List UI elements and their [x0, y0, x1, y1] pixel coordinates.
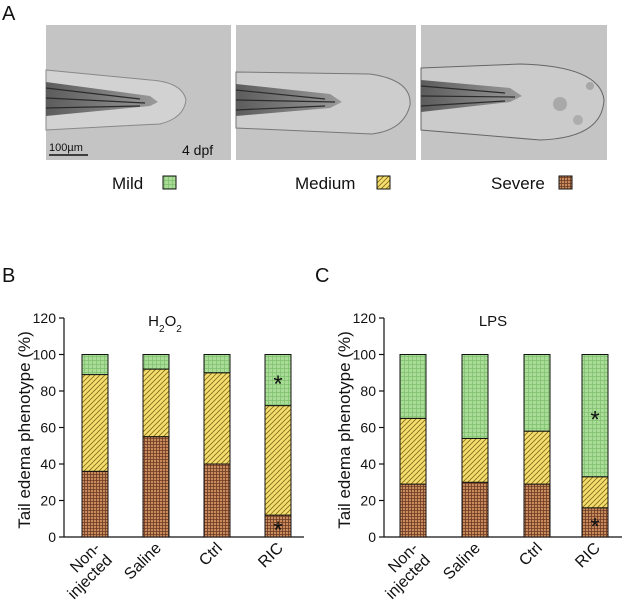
significance-asterisk: *: [273, 517, 282, 544]
scale-bar-label: 100µm: [49, 142, 83, 154]
legend-label-mild: Mild: [112, 174, 143, 193]
significance-asterisk: *: [590, 513, 599, 540]
y-tick-label: 0: [368, 529, 376, 545]
bar-medium-saline: [142, 368, 170, 438]
chart-lps: Tail edema phenotype (%) LPS 0 20 40 60 80 10…: [335, 310, 622, 603]
y-tick-label: 60: [40, 420, 56, 436]
x-tick-label: RIC: [572, 540, 604, 572]
bar-medium-ctrl: [523, 430, 551, 485]
chart-h2o2: Tail edema phenotype (%) H2O2 0 20 40 60 80 1…: [15, 310, 304, 603]
bar-mild-ric: [264, 354, 292, 407]
legend-swatch-severe: [558, 175, 573, 190]
x-tick-label: Ctrl: [516, 540, 546, 570]
bar-severe-ric: [581, 507, 609, 538]
y-axis-label: Tail edema phenotype (%): [335, 331, 354, 529]
bar-medium-non-injected: [399, 417, 427, 485]
y-tick-label: 100: [33, 347, 57, 363]
y-tick-label: 80: [40, 383, 56, 399]
bar-medium-ctrl: [203, 372, 231, 465]
y-tick-label: 20: [360, 493, 376, 509]
y-tick-label: 60: [360, 420, 376, 436]
legend-label-medium: Medium: [295, 174, 355, 193]
bar-mild-non-injected: [399, 354, 427, 419]
y-tick-label: 0: [48, 529, 56, 545]
photo-medium: [235, 25, 416, 160]
chart-title: H2O2: [148, 313, 182, 335]
photo-severe: [420, 25, 607, 160]
y-tick-label: 40: [40, 456, 56, 472]
bar-severe-ctrl: [203, 463, 231, 538]
x-tick-label: Non-injected: [371, 540, 434, 603]
chart-title: LPS: [479, 313, 507, 330]
y-tick-label: 120: [33, 310, 57, 326]
x-tick-label: Saline: [440, 540, 484, 584]
x-tick-label: Ctrl: [196, 540, 226, 570]
bar-mild-ric: [581, 354, 609, 478]
bar-severe-saline: [142, 436, 170, 538]
y-tick-label: 40: [360, 456, 376, 472]
significance-asterisk: *: [273, 371, 282, 398]
y-tick-label: 80: [360, 383, 376, 399]
y-tick-label: 100: [353, 347, 377, 363]
age-label: 4 dpf: [182, 142, 213, 158]
panel-a-letter: A: [2, 3, 16, 25]
bar-severe-ctrl: [523, 483, 551, 538]
x-tick-label: Non-injected: [53, 540, 116, 603]
phenotype-legend: Mild Medium Severe: [112, 174, 573, 193]
bar-medium-saline: [461, 437, 489, 483]
bar-severe-non-injected: [81, 470, 109, 538]
y-tick-label: 20: [40, 493, 56, 509]
bar-mild-saline: [142, 354, 170, 370]
significance-asterisk: *: [590, 407, 599, 434]
bar-severe-saline: [461, 481, 489, 538]
x-tick-label: RIC: [255, 540, 287, 572]
photo-mild: 100µm 4 dpf: [45, 25, 231, 160]
x-tick-label: Saline: [121, 540, 165, 584]
bar-mild-non-injected: [81, 354, 109, 376]
panel-c-letter: C: [315, 265, 329, 287]
bar-mild-saline: [461, 354, 489, 439]
y-axis-label: Tail edema phenotype (%): [15, 331, 34, 529]
y-tick-label: 120: [353, 310, 377, 326]
bar-severe-non-injected: [399, 483, 427, 538]
bar-mild-ctrl: [523, 354, 551, 432]
legend-swatch-medium: [376, 175, 391, 190]
bar-mild-ctrl: [203, 354, 231, 374]
bar-medium-ric: [264, 405, 292, 516]
panel-b-letter: B: [2, 265, 15, 287]
bar-medium-ric: [581, 476, 609, 509]
bar-medium-non-injected: [81, 374, 109, 472]
legend-label-severe: Severe: [491, 174, 545, 193]
legend-swatch-mild: [162, 175, 177, 190]
